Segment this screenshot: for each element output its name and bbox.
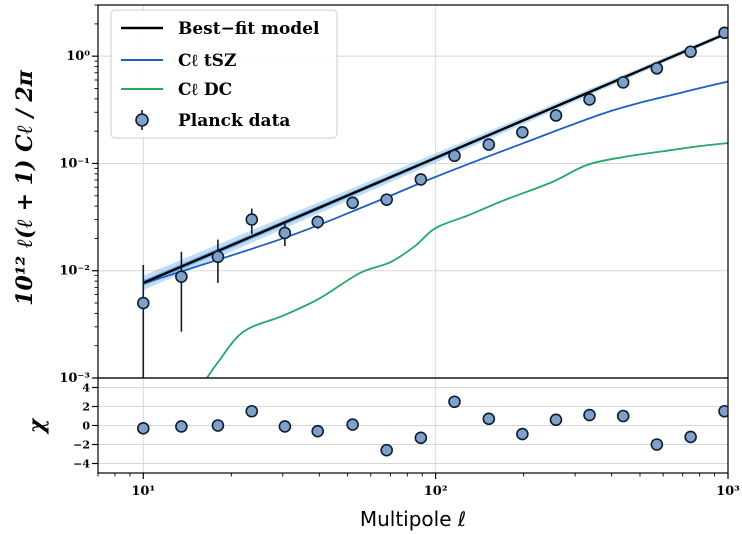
residual-gridlines (98, 378, 729, 473)
x-axis-label: Multipole ℓ (360, 507, 466, 531)
residual-y-axis-label: χ (24, 417, 50, 435)
main-y-tick-label: 10⁻² (59, 264, 90, 279)
residual-y-tick-label: 2 (82, 401, 90, 414)
residual-data-point (136, 422, 150, 435)
planck-data-point (684, 45, 697, 59)
main-y-tick-label: 10⁻³ (59, 371, 90, 386)
legend-label-planck: Planck data (178, 111, 290, 131)
residual-y-tick-label: −2 (73, 439, 90, 452)
legend-label-dc: Cℓ DC (178, 80, 232, 100)
residual-data-point (211, 419, 225, 432)
residual-data-point (684, 430, 697, 444)
residual-data-point (175, 420, 188, 433)
series-best-fit-line (142, 31, 728, 285)
main-y-axis-label: 10¹² ℓ(ℓ + 1) Cℓ / 2π (12, 69, 38, 305)
planck-data-point (311, 215, 325, 229)
residual-data-point (516, 427, 529, 441)
residual-data-point (278, 420, 292, 433)
planck-data-point (482, 138, 496, 151)
residual-data-point (311, 424, 325, 438)
planck-data-point (718, 26, 728, 40)
planck-data-point (211, 250, 225, 264)
planck-data-point (583, 93, 596, 106)
planck-data-point (616, 76, 630, 89)
x-tick-label: 10¹ (131, 484, 155, 499)
residual-data-point (616, 409, 630, 423)
residual-data-point (414, 431, 428, 445)
residual-data-point (245, 404, 259, 418)
x-tick-label: 10² (424, 484, 448, 499)
planck-data-point (346, 196, 359, 210)
planck-data-point (245, 213, 259, 226)
series-tsz-line (143, 80, 728, 285)
residual-data-point (650, 438, 664, 451)
residual-data-point (718, 404, 728, 418)
residual-panel: 10¹ 10² 10³ −4 −2 0 2 4 (73, 377, 740, 500)
planck-data-point (136, 296, 150, 310)
legend-label-best-fit: Best−fit model (178, 19, 320, 39)
residual-data-point (346, 418, 359, 431)
residual-data-point (583, 408, 596, 422)
main-y-tick-label: 10⁰ (66, 49, 90, 64)
legend-label-tsz: Cℓ tSZ (178, 51, 236, 71)
residual-y-tick-label: 0 (82, 420, 90, 433)
residual-data-point (482, 412, 496, 426)
legend-swatch-planck-marker (135, 113, 149, 127)
planck-data-point (278, 226, 292, 240)
planck-data-point (650, 62, 664, 75)
planck-data-point (380, 193, 393, 206)
residual-data-point (549, 413, 563, 427)
residual-plot-area (136, 395, 728, 457)
legend: Best−fit model Cℓ tSZ Cℓ DC Planck data (110, 9, 338, 139)
planck-data-point (414, 173, 428, 186)
main-panel: 10⁻³ 10⁻² 10⁻¹ 10⁰ (59, 4, 729, 386)
residual-data-point (448, 395, 461, 409)
planck-data-point (175, 270, 188, 283)
residual-y-tick-label: 4 (82, 382, 90, 395)
planck-data-point (516, 126, 529, 139)
residual-y-tick-label: −4 (73, 458, 90, 471)
planck-data-point (448, 149, 461, 163)
legend-box (110, 9, 338, 139)
main-ticks: 10⁻³ 10⁻² 10⁻¹ 10⁰ (59, 4, 98, 386)
main-y-tick-label: 10⁻¹ (59, 156, 90, 171)
planck-data-point (549, 109, 563, 122)
residual-data-point (380, 443, 393, 457)
x-tick-label: 10³ (716, 484, 740, 499)
series-dc-line (206, 142, 728, 378)
main-plot-area (136, 26, 728, 378)
residual-ticks: 10¹ 10² 10³ −4 −2 0 2 4 (73, 382, 740, 500)
